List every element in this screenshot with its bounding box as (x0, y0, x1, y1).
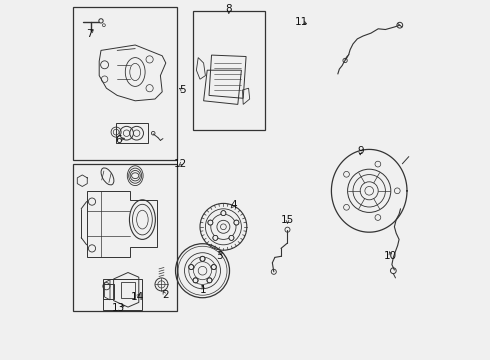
Text: 8: 8 (225, 4, 232, 14)
Circle shape (234, 220, 239, 225)
Bar (73, 164, 176, 311)
Circle shape (213, 235, 218, 240)
Bar (103, 284, 114, 299)
Text: 2: 2 (162, 290, 169, 300)
Bar (193, 11, 265, 130)
Text: 10: 10 (384, 251, 397, 261)
Text: 7: 7 (86, 29, 93, 39)
Text: 14: 14 (130, 292, 144, 302)
Bar (73, 7, 176, 160)
Circle shape (193, 278, 198, 283)
Circle shape (200, 256, 205, 261)
Bar (121, 282, 135, 298)
Circle shape (229, 235, 234, 240)
Text: 4: 4 (230, 200, 237, 210)
Text: 6: 6 (115, 135, 122, 145)
Circle shape (207, 278, 212, 283)
Text: 3: 3 (217, 251, 223, 261)
Text: 12: 12 (174, 159, 188, 169)
Circle shape (189, 265, 194, 270)
Circle shape (208, 220, 213, 225)
Text: 1: 1 (200, 285, 207, 295)
Text: 9: 9 (357, 146, 364, 156)
Text: 13: 13 (112, 303, 125, 313)
Text: 5: 5 (179, 85, 185, 95)
Text: 15: 15 (281, 215, 294, 225)
Text: 11: 11 (295, 17, 309, 27)
Bar (117, 123, 148, 143)
Circle shape (211, 265, 217, 270)
Bar (103, 279, 143, 310)
Circle shape (221, 211, 226, 216)
